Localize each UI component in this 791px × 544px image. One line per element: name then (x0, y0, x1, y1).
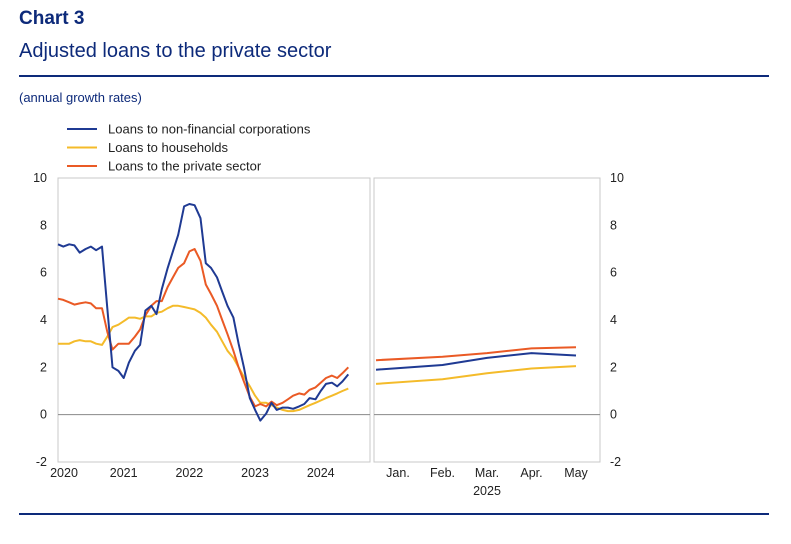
series-line-private-right (375, 346, 577, 362)
legend-label-private: Loans to the private sector (108, 159, 262, 174)
y-tick-label-left: 0 (40, 408, 47, 422)
x-tick-label-year: 2021 (110, 466, 138, 480)
y-tick-label-right: -2 (610, 455, 621, 469)
right-panel-frame (373, 177, 601, 463)
series-line-private-left (57, 248, 350, 408)
x-tick-label-month: May (564, 466, 588, 480)
x-tick-label-month: Mar. (475, 466, 499, 480)
series-line-households-left (58, 304, 349, 413)
left-panel-frame (57, 177, 371, 463)
x-tick-label-month: Feb. (430, 466, 455, 480)
legend-label-households: Loans to households (108, 140, 228, 155)
x-tick-label-month: Apr. (520, 466, 542, 480)
bottom-divider (19, 513, 769, 515)
y-tick-label-right: 0 (610, 408, 617, 422)
y-tick-label-right: 10 (610, 171, 624, 185)
chart-number: Chart 3 (19, 8, 85, 29)
x-tick-label-year: 2023 (241, 466, 269, 480)
chart-title: Adjusted loans to the private sector (19, 40, 332, 62)
y-tick-label-right: 6 (610, 266, 617, 280)
top-divider (19, 75, 769, 77)
series-line-nfc-left (57, 203, 350, 422)
y-tick-label-left: -2 (36, 455, 47, 469)
y-tick-label-left: 4 (40, 313, 47, 327)
legend-label-nfc: Loans to non-financial corporations (108, 122, 311, 137)
y-tick-label-left: 8 (40, 218, 47, 232)
x-tick-label-year: 2024 (307, 466, 335, 480)
y-tick-label-right: 4 (610, 313, 617, 327)
y-tick-label-right: 8 (610, 218, 617, 232)
y-tick-label-right: 2 (610, 360, 617, 374)
chart-subtitle: (annual growth rates) (19, 90, 142, 105)
x-tick-label-year: 2022 (175, 466, 203, 480)
x-axis-year-label: 2025 (473, 484, 501, 498)
y-tick-label-left: 2 (40, 360, 47, 374)
series-line-households-right (375, 365, 577, 385)
y-tick-label-left: 6 (40, 266, 47, 280)
x-tick-label-month: Jan. (386, 466, 410, 480)
series-line-nfc-right (375, 352, 577, 371)
y-tick-label-left: 10 (33, 171, 47, 185)
x-tick-label-year: 2020 (50, 466, 78, 480)
